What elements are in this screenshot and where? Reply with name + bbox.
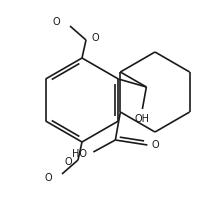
Text: HO: HO (72, 149, 87, 159)
Text: OH: OH (135, 114, 150, 124)
Text: O: O (52, 17, 60, 27)
Text: O: O (44, 173, 52, 183)
Text: O: O (64, 157, 72, 167)
Text: O: O (91, 33, 99, 43)
Text: O: O (152, 140, 159, 150)
